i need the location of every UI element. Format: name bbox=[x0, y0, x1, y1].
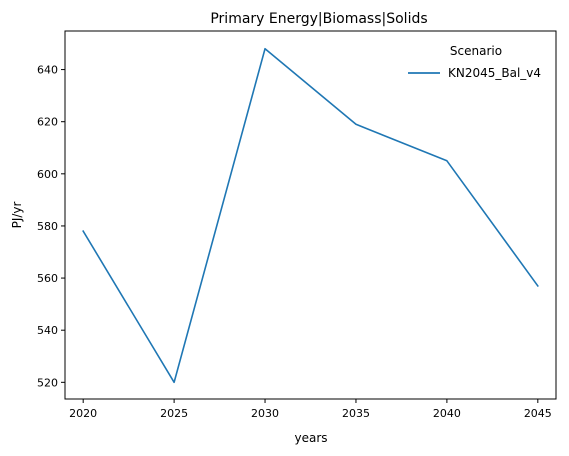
legend-label-kn2045-bal-v4: KN2045_Bal_v4 bbox=[448, 66, 541, 80]
y-tick-label-600: 600 bbox=[37, 168, 58, 181]
y-axis: 520 540 560 580 600 620 640 bbox=[37, 64, 65, 389]
y-tick-label-560: 560 bbox=[37, 272, 58, 285]
legend-title: Scenario bbox=[450, 44, 502, 58]
series-line-0 bbox=[82, 47, 539, 384]
x-tick-label-2045: 2045 bbox=[524, 407, 552, 420]
y-tick-label-520: 520 bbox=[37, 376, 58, 389]
y-tick-label-620: 620 bbox=[37, 116, 58, 129]
y-tick-label-540: 540 bbox=[37, 324, 58, 337]
series-layer bbox=[82, 47, 539, 384]
x-tick-label-2040: 2040 bbox=[433, 407, 461, 420]
x-tick-label-2020: 2020 bbox=[69, 407, 97, 420]
y-tick-label-580: 580 bbox=[37, 220, 58, 233]
x-tick-label-2035: 2035 bbox=[342, 407, 370, 420]
y-axis-label: PJ/yr bbox=[10, 202, 24, 229]
x-axis: 2020 2025 2030 2035 2040 2045 bbox=[69, 399, 552, 420]
chart-title: Primary Energy|Biomass|Solids bbox=[210, 11, 427, 27]
x-tick-label-2030: 2030 bbox=[251, 407, 279, 420]
plot-frame bbox=[64, 30, 557, 400]
x-axis-label: years bbox=[294, 431, 327, 445]
plot-area: 2020 2025 2030 2035 2040 2045 520 540 560 580 600… bbox=[37, 30, 557, 420]
y-tick-label-640: 640 bbox=[37, 64, 58, 77]
x-tick-label-2025: 2025 bbox=[160, 407, 188, 420]
legend: Scenario KN2045_Bal_v4 bbox=[408, 44, 541, 80]
